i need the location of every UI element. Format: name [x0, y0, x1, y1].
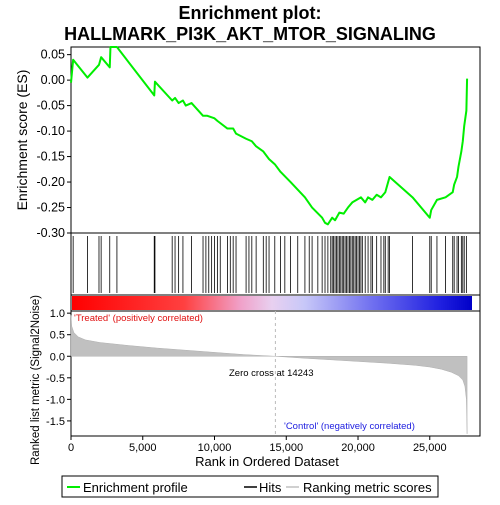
legend-metric-label: Ranking metric scores	[303, 480, 432, 495]
x-ticks: 0 5,000 10,000 15,000 20,000 25,000	[68, 436, 447, 454]
treated-label: 'Treated' (positively correlated)	[74, 313, 203, 324]
es-y-tick-label: -0.30	[37, 226, 66, 240]
hits-panel-frame	[70, 232, 481, 296]
metric-y-tick-label: 0.5	[50, 330, 65, 342]
x-axis-label: Rank in Ordered Dataset	[195, 454, 339, 469]
legend-hits-label: Hits	[259, 480, 282, 495]
metric-y-tick-label: -1.5	[46, 416, 65, 428]
legend: Enrichment profile Hits Ranking metric s…	[61, 475, 439, 498]
rank-colorbar-gradient	[72, 296, 472, 310]
metric-y-axis-label: Ranked list metric (Signal2Noise)	[30, 295, 42, 465]
es-y-tick-label: -0.05	[37, 99, 66, 113]
ranking-metric-area	[70, 311, 468, 436]
es-y-ticks: 0.05 0.00 -0.05 -0.10 -0.15 -0.20 -0.25 -0.30	[37, 48, 71, 240]
metric-y-tick-label: 0.0	[50, 351, 65, 363]
x-tick-label: 0	[68, 442, 74, 454]
es-y-tick-label: -0.15	[37, 150, 66, 164]
metric-y-tick-label: -0.5	[46, 373, 65, 385]
es-y-axis-label: Enrichment score (ES)	[14, 70, 30, 211]
es-y-tick-label: 0.00	[41, 73, 65, 87]
es-y-tick-label: -0.10	[37, 124, 66, 138]
enrichment-profile-series	[70, 46, 469, 226]
x-tick-label: 15,000	[269, 442, 303, 454]
x-tick-label: 5,000	[129, 442, 157, 454]
x-tick-label: 20,000	[341, 442, 375, 454]
ranking-metric-series	[70, 315, 468, 434]
chart-title-line2: HALLMARK_PI3K_AKT_MTOR_SIGNALING	[64, 24, 436, 44]
es-y-tick-label: -0.20	[37, 175, 66, 189]
es-y-tick-label: 0.05	[41, 48, 65, 62]
control-label: 'Control' (negatively correlated)	[284, 421, 415, 432]
es-y-tick-label: -0.25	[37, 201, 66, 215]
legend-profile-label: Enrichment profile	[83, 480, 188, 495]
hits-group	[72, 236, 467, 293]
enrichment-profile-group	[70, 46, 469, 226]
x-tick-label: 10,000	[198, 442, 232, 454]
metric-y-tick-label: -1.0	[46, 394, 65, 406]
chart-title-line1: Enrichment plot:	[179, 3, 322, 23]
x-tick-label: 25,000	[413, 442, 447, 454]
zero-cross-label: Zero cross at 14243	[229, 368, 314, 379]
metric-y-tick-label: 1.0	[50, 308, 65, 320]
metric-y-ticks: 1.0 0.5 0.0 -0.5 -1.0 -1.5	[46, 308, 71, 428]
